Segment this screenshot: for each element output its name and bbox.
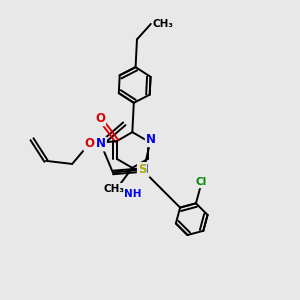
- Text: N: N: [96, 137, 106, 151]
- Text: NH: NH: [124, 189, 141, 199]
- Text: CH₃: CH₃: [152, 19, 173, 29]
- Text: N: N: [146, 133, 156, 146]
- Text: O: O: [84, 137, 94, 150]
- Text: S: S: [138, 163, 146, 176]
- Text: Cl: Cl: [196, 177, 207, 188]
- Text: N: N: [139, 164, 149, 176]
- Text: CH₃: CH₃: [103, 184, 124, 194]
- Text: O: O: [95, 112, 105, 125]
